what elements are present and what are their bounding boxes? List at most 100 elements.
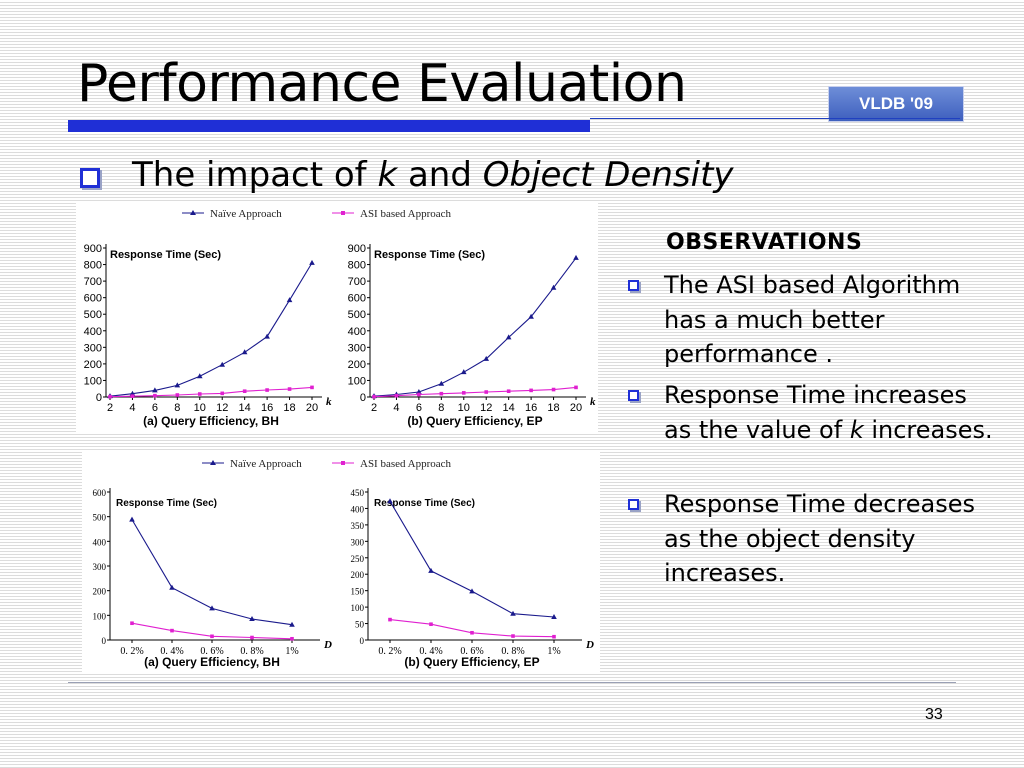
chart2-y-tick-label: 600	[348, 293, 366, 305]
chart2-series-line-naive	[373, 257, 577, 397]
chart3-x-tick-label: 0. 2%	[120, 646, 143, 657]
chart3-point-asi	[170, 628, 174, 633]
chart4-series-line-naive	[389, 500, 555, 618]
chart4-x-tick-label: 0. 4%	[419, 646, 442, 657]
chart2-x-tick-label: 8	[438, 402, 444, 414]
chart2-x-tick-label: 20	[570, 402, 582, 414]
chart-bottom-svg: Naïve Approach ASI based Approach 0 100 200 3…	[93, 458, 595, 669]
chart1-y-tick-label: 300	[84, 342, 102, 354]
chart1-point-naive	[241, 349, 248, 355]
chart1-x-tick-label: 10	[194, 402, 206, 414]
chart1-x-tick-label: 18	[283, 402, 295, 414]
chart1-x-tick-label: 20	[306, 402, 318, 414]
chart4-point-naive	[510, 610, 516, 616]
chart4-y-tick-label: 350	[351, 521, 365, 531]
subtitle-density: Object Density	[482, 155, 734, 195]
chart2-point-naive	[528, 313, 534, 319]
chart2-point-asi	[506, 389, 511, 394]
page-number: 33	[925, 706, 943, 723]
chart2-point-asi	[484, 390, 489, 394]
chart2-point-asi	[529, 388, 533, 393]
chart2-y-tick-label: 0	[360, 392, 366, 404]
chart4-x-axis-label: D	[585, 639, 594, 651]
chart4-title: (b) Query Efficiency, EP	[404, 655, 539, 669]
chart2-x-axis-label: k	[590, 396, 596, 408]
observation-item-1: The ASI based Algorithm has a much bette…	[664, 268, 994, 372]
chart4-y-tick-label: 200	[351, 570, 365, 580]
chart1-point-asi	[108, 394, 112, 399]
chart1-x-tick-label: 2	[107, 402, 113, 414]
chart2-x-tick-label: 10	[458, 402, 470, 414]
title-rule-thick	[68, 120, 590, 132]
chart2-x-tick-label: 6	[416, 402, 422, 414]
observation-item-2: Response Time increases as the value of …	[664, 378, 994, 447]
chart4-x-tick-label: 0. 8%	[501, 646, 524, 657]
chart3-x-tick-label: 0. 4%	[160, 646, 183, 657]
subtitle: The impact of k and Object Density	[132, 152, 734, 198]
observation-2-k: k	[849, 415, 864, 444]
chart1-y-tick-label: 500	[84, 309, 102, 321]
chart2-point-asi	[439, 391, 444, 396]
chart3-point-naive	[289, 621, 295, 627]
observation-3-text: Response Time decreases as the object de…	[664, 490, 976, 587]
subtitle-mid: and	[397, 155, 483, 195]
chart3-point-naive	[169, 584, 175, 590]
chart2-x-tick-label: 2	[371, 402, 377, 414]
legend-label-asi: ASI based Approach	[360, 458, 452, 470]
chart2-x-tick-label: 16	[525, 402, 537, 414]
chart3-point-naive	[129, 516, 135, 522]
chart1-point-naive	[152, 387, 158, 393]
chart2-x-tick-label: 18	[547, 402, 559, 414]
chart3-y-axis-label: Response Time (Sec)	[116, 498, 217, 509]
chart1-point-naive	[264, 333, 270, 339]
chart1-point-naive	[174, 382, 181, 388]
chart2-point-asi	[417, 392, 421, 397]
chart2-x-tick-label: 12	[480, 402, 492, 414]
legend-label-naive: Naïve Approach	[230, 458, 302, 470]
chart1-point-naive	[219, 361, 226, 367]
chart2-title: (b) Query Efficiency, EP	[407, 414, 542, 428]
chart1-point-asi	[287, 387, 292, 391]
chart1-point-asi	[310, 385, 314, 390]
chart4-point-asi	[552, 634, 556, 639]
chart4-y-tick-label: 100	[351, 603, 365, 613]
chart4-point-asi	[511, 634, 515, 638]
observation-item-3: Response Time decreases as the object de…	[664, 487, 994, 591]
chart2-point-asi	[574, 385, 578, 390]
observation-bullet-icon	[628, 390, 639, 401]
title-rule-thin	[590, 118, 960, 119]
chart1-series-line-naive	[109, 262, 313, 397]
chart4-point-naive	[469, 588, 475, 594]
chart1-y-tick-label: 400	[84, 326, 102, 338]
chart2-y-tick-label: 300	[348, 342, 366, 354]
chart4-y-axis-label: Response Time (Sec)	[374, 498, 475, 509]
legend-marker-naive	[190, 210, 196, 215]
chart1-y-tick-label: 0	[96, 392, 102, 404]
chart4-point-asi	[388, 617, 392, 622]
chart2-point-naive	[460, 369, 467, 375]
observation-bullet-icon	[628, 499, 639, 510]
chart1-y-tick-label: 900	[84, 243, 102, 255]
chart4-y-tick-label: 0	[360, 636, 365, 646]
chart3-title: (a) Query Efficiency, BH	[144, 655, 280, 669]
chart4-x-tick-label: 0. 2%	[378, 646, 401, 657]
chart3-point-naive	[209, 605, 215, 611]
chart4-y-tick-label: 400	[351, 504, 365, 514]
chart4-point-naive	[387, 498, 393, 504]
subtitle-k: k	[377, 155, 398, 195]
chart3-x-tick-label: 1%	[285, 646, 298, 657]
chart3-point-asi	[210, 634, 214, 639]
chart2-point-asi	[551, 387, 556, 392]
chart1-x-tick-label: 16	[261, 402, 273, 414]
chart1-point-naive	[286, 297, 293, 303]
chart2-x-tick-label: 14	[503, 402, 515, 414]
chart2-y-tick-label: 900	[348, 243, 366, 255]
chart2-point-asi	[461, 391, 466, 395]
observation-1-text: The ASI based Algorithm has a much bette…	[664, 271, 961, 368]
chart1-point-asi	[242, 389, 247, 394]
chart1-point-asi	[130, 394, 135, 398]
chart2-point-asi	[372, 394, 376, 399]
chart3-x-tick-label: 0. 6%	[200, 646, 223, 657]
chart3-x-tick-label: 0. 8%	[240, 646, 263, 657]
subtitle-bullet-icon	[80, 168, 100, 188]
